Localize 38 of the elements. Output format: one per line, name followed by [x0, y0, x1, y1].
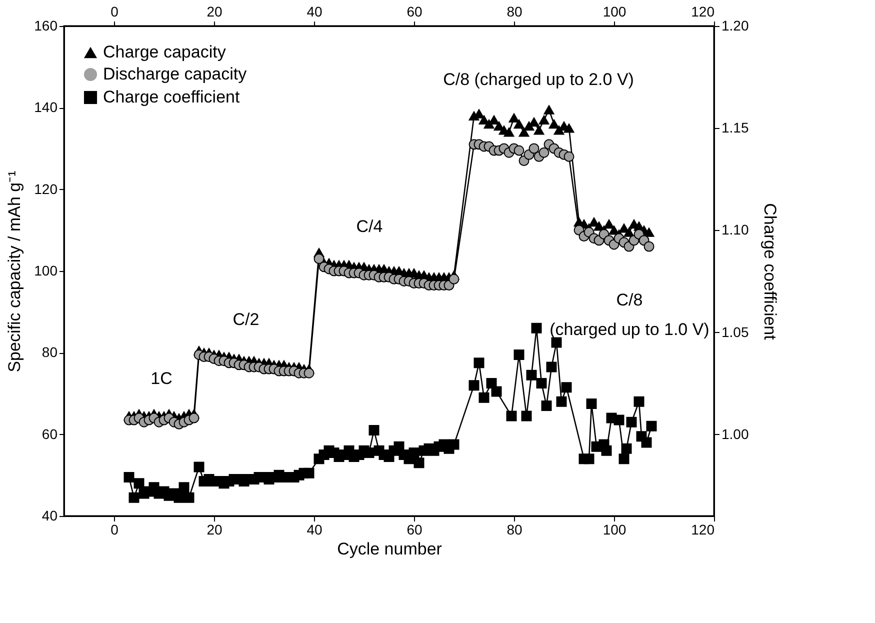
y2-axis-title: Charge coefficient	[760, 203, 780, 340]
annotation: C/8	[616, 290, 643, 310]
y2-tick-label: 1.00	[722, 426, 749, 442]
x2-tick-label: 0	[110, 4, 119, 20]
y-tick-label: 160	[34, 18, 58, 34]
y-tick-label: 40	[42, 508, 58, 524]
legend-label: Discharge capacity	[103, 64, 248, 84]
legend-label: Charge capacity	[103, 42, 226, 62]
x2-tick-label: 20	[206, 4, 222, 20]
x-axis-title: Cycle number	[337, 540, 442, 558]
y2-tick-label: 1.20	[722, 18, 749, 34]
y2-tick-label: 1.05	[722, 324, 749, 340]
x-tick-label: 120	[691, 522, 715, 538]
annotation: C/2	[232, 310, 260, 329]
y2-tick-label: 1.15	[722, 120, 749, 136]
x2-tick-label: 100	[602, 4, 626, 20]
x-tick-label: 40	[306, 522, 322, 538]
annotation: C/8 (charged up to 2.0 V)	[443, 70, 634, 89]
y-tick-label: 80	[42, 344, 58, 360]
x-tick-label: 100	[602, 522, 626, 538]
annotation: C/4	[356, 216, 383, 236]
x-tick-label: 60	[406, 522, 422, 538]
y-tick-label: 60	[42, 426, 58, 442]
annotation: (charged up to 1.0 V)	[550, 320, 710, 339]
y-axis-title: Specific capacity / mAh g⁻¹	[5, 170, 24, 372]
y-tick-label: 100	[34, 262, 58, 278]
x2-tick-label: 60	[406, 4, 422, 20]
x-tick-label: 80	[506, 522, 522, 538]
y-tick-label: 140	[34, 99, 58, 116]
y2-tick-label: 1.10	[722, 222, 749, 238]
x2-tick-label: 80	[506, 4, 522, 20]
annotation: 1C	[150, 368, 172, 388]
x-tick-label: 0	[110, 522, 119, 538]
x2-tick-label: 40	[306, 4, 322, 20]
legend-label: Charge coefficient	[103, 88, 240, 106]
y-tick-label: 120	[34, 180, 58, 197]
x-tick-label: 20	[206, 522, 222, 538]
x2-tick-label: 120	[691, 4, 715, 20]
